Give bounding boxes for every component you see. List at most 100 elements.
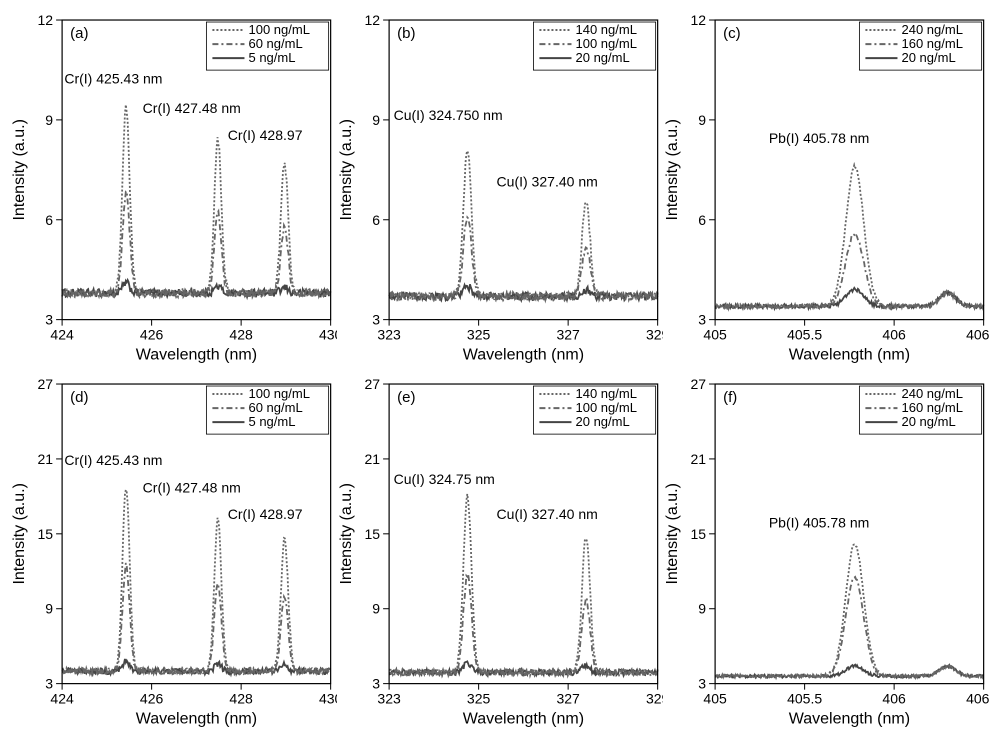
x-tick-label: 428 bbox=[229, 690, 253, 706]
panel-svg-b: 323 325 327 329 3 6 9 12 Wavelength (nm) Inten… bbox=[337, 10, 664, 374]
legend-label: 20 ng/mL bbox=[902, 50, 956, 65]
panel-id-label: (a) bbox=[70, 25, 88, 42]
peak-label: Cr(I) 428.97 bbox=[228, 127, 303, 143]
x-tick-label: 428 bbox=[229, 327, 253, 343]
peak-label: Cr(I) 427.48 nm bbox=[143, 100, 241, 116]
y-tick-label: 9 bbox=[372, 600, 380, 616]
y-tick-label: 9 bbox=[45, 112, 53, 128]
legend-label: 60 ng/mL bbox=[248, 400, 302, 415]
peak-label: Cr(I) 425.43 nm bbox=[64, 452, 162, 468]
spectra-grid: 424 426 428 430 3 6 9 12 Wavelength (nm) Inten… bbox=[10, 10, 990, 737]
y-tick-label: 12 bbox=[691, 12, 707, 28]
x-tick-label: 327 bbox=[556, 327, 580, 343]
panel-svg-f: 405 405.5 406 406.5 3 9 15 21 27 Wavelength (nm… bbox=[663, 374, 990, 738]
legend-label: 5 ng/mL bbox=[248, 414, 295, 429]
legend-label: 240 ng/mL bbox=[902, 22, 964, 37]
legend-label: 20 ng/mL bbox=[575, 414, 629, 429]
x-tick-label: 405.5 bbox=[787, 690, 822, 706]
x-axis-label: Wavelength (nm) bbox=[789, 346, 910, 364]
y-tick-label: 3 bbox=[699, 312, 707, 328]
x-tick-label: 406 bbox=[883, 690, 907, 706]
y-tick-label: 3 bbox=[372, 675, 380, 691]
panel-svg-c: 405405.5406406.5 36912 Wavelength (nm) I… bbox=[663, 10, 990, 374]
x-tick-label: 323 bbox=[377, 690, 401, 706]
x-tick-label: 323 bbox=[377, 327, 401, 343]
x-tick-label: 325 bbox=[467, 690, 491, 706]
x-tick-label: 426 bbox=[140, 690, 164, 706]
panel-a: 424426428430 36912 Wavelength (nm) Inten… bbox=[10, 10, 337, 374]
panel-id-label: (f) bbox=[723, 389, 737, 406]
peak-label: Cr(I) 425.43 nm bbox=[64, 70, 162, 86]
y-tick-label: 21 bbox=[37, 451, 53, 467]
legend-label: 160 ng/mL bbox=[902, 36, 964, 51]
y-tick-label: 9 bbox=[372, 112, 380, 128]
y-tick-label: 9 bbox=[699, 600, 707, 616]
y-tick-label: 3 bbox=[372, 312, 380, 328]
legend-label: 140 ng/mL bbox=[575, 22, 637, 37]
peak-label: Cu(I) 324.75 nm bbox=[393, 471, 494, 487]
x-tick-label: 430 bbox=[319, 327, 337, 343]
legend-label: 100 ng/mL bbox=[248, 22, 310, 37]
panel-id-label: (e) bbox=[397, 389, 415, 406]
peak-label: Pb(I) 405.78 nm bbox=[769, 514, 870, 530]
y-axis-label: Intensity (a.u.) bbox=[663, 119, 681, 220]
legend-label: 240 ng/mL bbox=[902, 386, 964, 401]
y-axis-label: Intensity (a.u.) bbox=[663, 483, 681, 584]
y-tick-label: 3 bbox=[45, 675, 53, 691]
legend-label: 100 ng/mL bbox=[248, 386, 310, 401]
panel-id-label: (d) bbox=[70, 389, 88, 406]
y-tick-label: 6 bbox=[372, 212, 380, 228]
x-tick-label: 329 bbox=[646, 327, 664, 343]
y-tick-label: 12 bbox=[364, 12, 380, 28]
y-axis-label: Intensity (a.u.) bbox=[337, 483, 355, 584]
y-tick-label: 9 bbox=[45, 600, 53, 616]
panel-d: 424426428430 39152127 Wavelength (nm) In… bbox=[10, 374, 337, 738]
panel-id-label: (c) bbox=[723, 25, 741, 42]
x-axis-label: Wavelength (nm) bbox=[136, 709, 257, 727]
y-tick-label: 6 bbox=[45, 212, 53, 228]
x-axis-label: Wavelength (nm) bbox=[789, 709, 910, 727]
x-tick-label: 327 bbox=[556, 690, 580, 706]
legend-label: 60 ng/mL bbox=[248, 36, 302, 51]
x-tick-label: 406.5 bbox=[966, 327, 990, 343]
x-tick-label: 405 bbox=[704, 690, 728, 706]
y-tick-label: 12 bbox=[37, 12, 53, 28]
panel-c: 405405.5406406.5 36912 Wavelength (nm) I… bbox=[663, 10, 990, 374]
x-tick-label: 405.5 bbox=[787, 327, 822, 343]
legend-label: 5 ng/mL bbox=[248, 50, 295, 65]
peak-label: Cr(I) 427.48 nm bbox=[143, 479, 241, 495]
x-tick-label: 329 bbox=[646, 690, 664, 706]
x-tick-label: 430 bbox=[319, 690, 337, 706]
x-tick-label: 406.5 bbox=[966, 690, 990, 706]
legend-label: 100 ng/mL bbox=[575, 36, 637, 51]
peak-label: Cu(I) 327.40 nm bbox=[496, 173, 597, 189]
y-tick-label: 27 bbox=[691, 376, 707, 392]
y-tick-label: 21 bbox=[364, 451, 380, 467]
peak-label: Cu(I) 327.40 nm bbox=[496, 506, 597, 522]
panel-b: 323 325 327 329 3 6 9 12 Wavelength (nm) Inten… bbox=[337, 10, 664, 374]
x-tick-label: 325 bbox=[467, 327, 491, 343]
y-tick-label: 3 bbox=[699, 675, 707, 691]
x-tick-label: 406 bbox=[883, 327, 907, 343]
x-axis-label: Wavelength (nm) bbox=[462, 346, 583, 364]
panel-e: 323 325 327 329 3 9 15 21 27 Wavelength (nm) In… bbox=[337, 374, 664, 738]
panel-f: 405 405.5 406 406.5 3 9 15 21 27 Wavelength (nm… bbox=[663, 374, 990, 738]
x-tick-label: 424 bbox=[50, 690, 74, 706]
y-axis-label: Intensity (a.u.) bbox=[337, 119, 355, 220]
y-tick-label: 15 bbox=[364, 526, 380, 542]
peak-label: Cr(I) 428.97 bbox=[228, 506, 303, 522]
y-tick-label: 9 bbox=[699, 112, 707, 128]
panel-svg-a: 424426428430 36912 Wavelength (nm) Inten… bbox=[10, 10, 337, 374]
y-tick-label: 15 bbox=[691, 526, 707, 542]
panel-svg-d: 424426428430 39152127 Wavelength (nm) In… bbox=[10, 374, 337, 738]
panel-svg-e: 323 325 327 329 3 9 15 21 27 Wavelength (nm) In… bbox=[337, 374, 664, 738]
x-axis-label: Wavelength (nm) bbox=[462, 709, 583, 727]
y-axis-label: Intensity (a.u.) bbox=[10, 119, 28, 220]
y-tick-label: 6 bbox=[699, 212, 707, 228]
y-tick-label: 3 bbox=[45, 312, 53, 328]
y-tick-label: 27 bbox=[364, 376, 380, 392]
y-tick-label: 27 bbox=[37, 376, 53, 392]
peak-label: Cu(I) 324.750 nm bbox=[393, 107, 502, 123]
y-tick-label: 21 bbox=[691, 451, 707, 467]
legend-label: 160 ng/mL bbox=[902, 400, 964, 415]
